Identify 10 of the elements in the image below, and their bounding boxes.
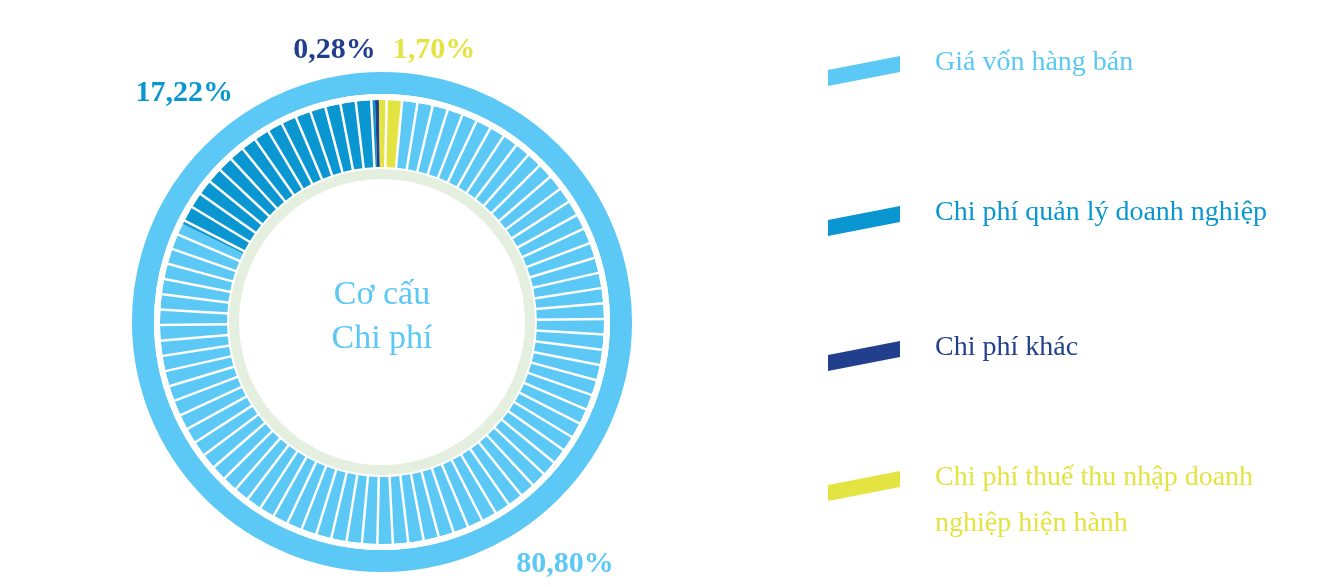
donut-slice xyxy=(375,100,380,168)
data-label: 1,70% xyxy=(392,30,476,64)
data-label: 17,22% xyxy=(135,74,234,108)
legend-label: Chi phí quản lý doanh nghiệp xyxy=(935,195,1268,226)
text: Cơ cấu Chi phí xyxy=(331,274,434,355)
legend-label: Chi phí thuế thu nhập doanh nghiệp hiện hành xyxy=(935,460,1254,537)
data-label: 0,28% xyxy=(293,30,376,64)
data-label: 80,80% xyxy=(516,545,614,579)
legend-label: Chi phí khác xyxy=(935,330,1079,361)
legend-label: Giá vốn hàng bán xyxy=(935,45,1134,76)
